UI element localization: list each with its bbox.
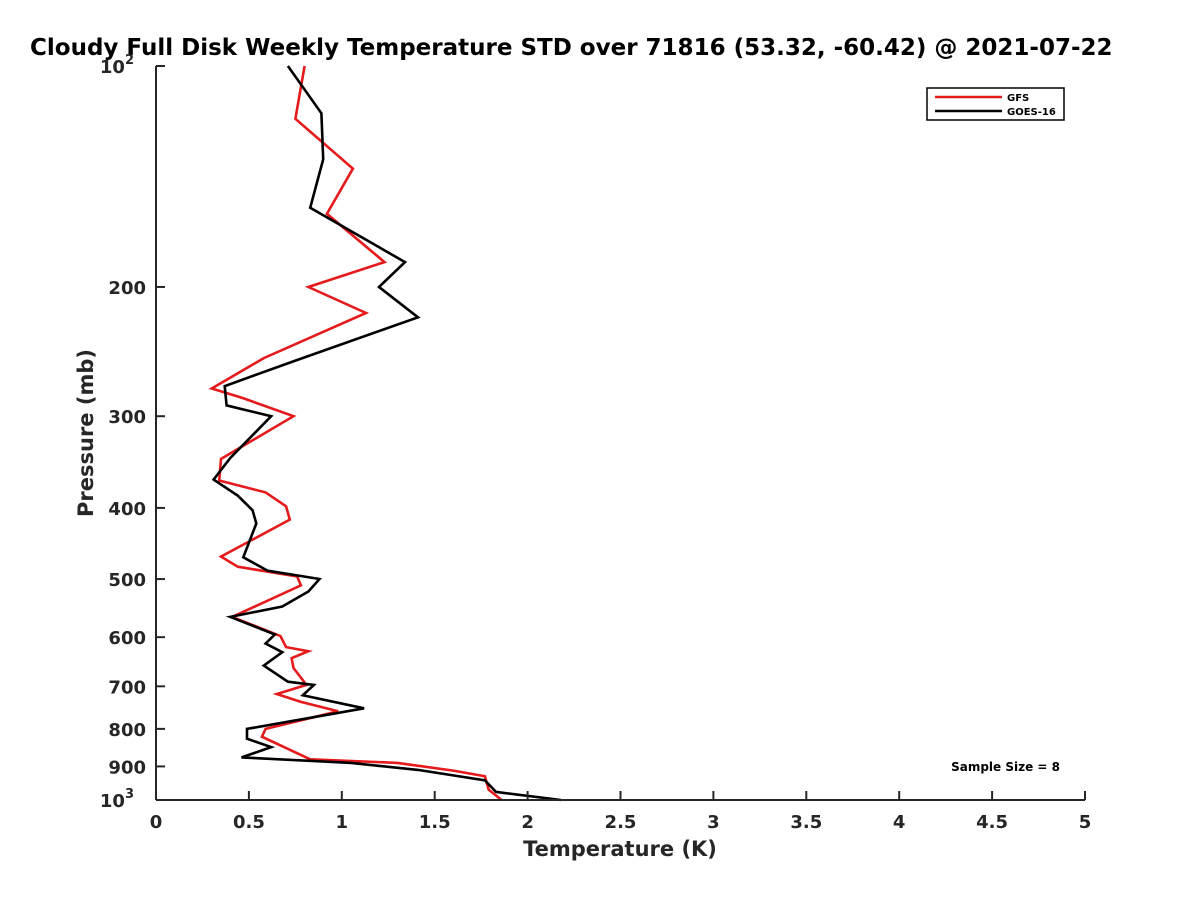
- x-tick-label: 2: [521, 812, 534, 833]
- sample-size-annotation: Sample Size = 8: [951, 760, 1060, 774]
- y-tick-label: 700: [108, 677, 146, 698]
- y-tick-label: 500: [108, 570, 146, 591]
- chart-title: Cloudy Full Disk Weekly Temperature STD …: [30, 35, 1113, 61]
- y-tick-label: 800: [108, 720, 146, 741]
- legend: GFS GOES-16: [926, 87, 1065, 121]
- y-tick-label: 200: [108, 278, 146, 299]
- x-tick-label: 5: [1079, 812, 1092, 833]
- x-axis-ticks: 0 0.5 1 1.5 2 2.5 3 3.5 4 4.5 5: [150, 791, 1092, 833]
- series-line-goes-16: [211, 65, 562, 802]
- x-axis-label: Temperature (K): [523, 837, 717, 861]
- x-tick-label: 2.5: [605, 812, 637, 833]
- series-line-gfs: [208, 65, 503, 802]
- y-tick-base: 10: [100, 791, 125, 812]
- legend-entries: GFS GOES-16: [935, 93, 1056, 118]
- series-layer: [208, 65, 562, 802]
- x-tick-label: 1: [336, 812, 349, 833]
- x-tick-label: 4: [893, 812, 906, 833]
- y-tick-label: 400: [108, 499, 146, 520]
- x-tick-label: 4.5: [976, 812, 1008, 833]
- y-tick-label: 102: [100, 53, 134, 78]
- legend-box: [926, 87, 1065, 121]
- plot-area: 0 0.5 1 1.5 2 2.5 3 3.5 4 4.5 5 102200300400500600…: [100, 53, 1091, 833]
- x-tick-label: 0.5: [233, 812, 265, 833]
- y-tick-label: 103: [100, 787, 134, 812]
- y-tick-exponent: 2: [125, 53, 134, 68]
- y-axis-label: Pressure (mb): [74, 349, 98, 517]
- x-tick-label: 3: [707, 812, 720, 833]
- y-tick-exponent: 3: [125, 787, 134, 802]
- x-tick-label: 3.5: [790, 812, 822, 833]
- legend-label: GFS: [1007, 93, 1029, 104]
- legend-label: GOES-16: [1007, 107, 1056, 118]
- y-tick-label: 600: [108, 628, 146, 649]
- x-tick-label: 0: [150, 812, 163, 833]
- y-tick-label: 300: [108, 407, 146, 428]
- y-tick-base: 10: [100, 57, 125, 78]
- x-tick-label: 1.5: [419, 812, 451, 833]
- y-tick-label: 900: [108, 757, 146, 778]
